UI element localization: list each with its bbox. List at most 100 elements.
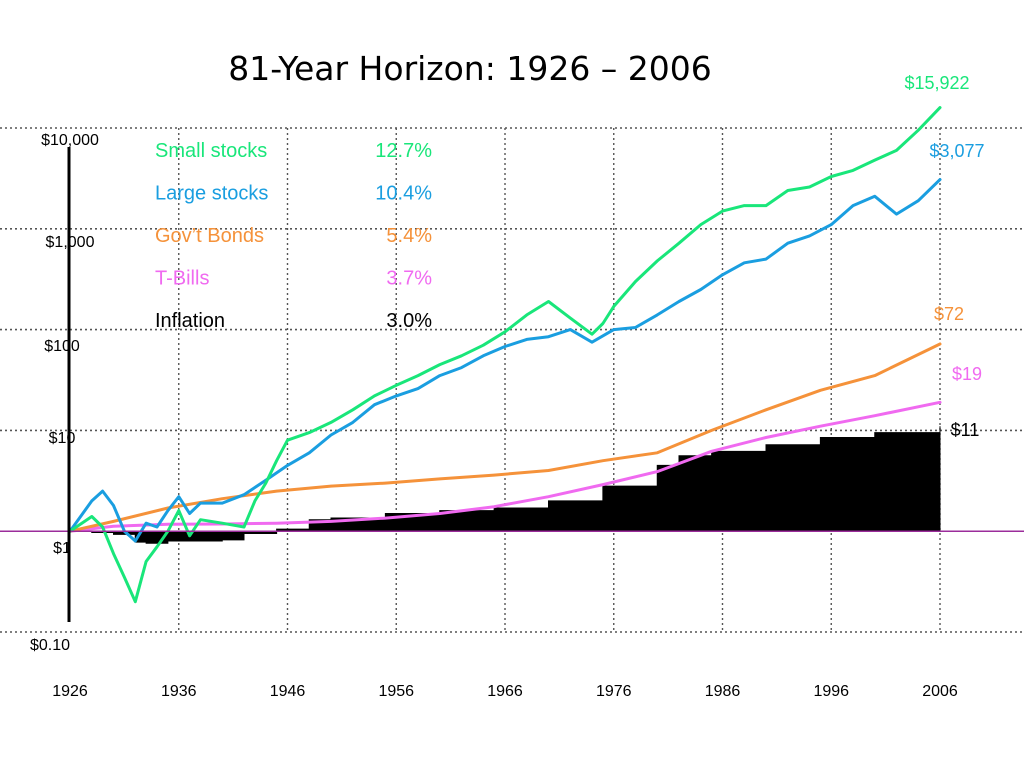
data-point-bonds — [819, 389, 822, 392]
data-point-small-stocks — [308, 431, 311, 434]
data-point-large-stocks — [917, 199, 920, 202]
data-point-small-stocks — [590, 333, 594, 336]
data-point-large-stocks — [134, 539, 137, 543]
data-point-small-stocks — [242, 525, 246, 529]
legend-label: Small stocks — [155, 140, 267, 162]
grid-lines — [0, 127, 1024, 633]
legend-label: Inflation — [155, 310, 225, 332]
data-point-large-stocks — [177, 495, 180, 498]
data-point-large-stocks — [438, 374, 441, 377]
data-point-bonds — [873, 374, 876, 377]
data-point-small-stocks — [830, 175, 833, 178]
data-point-large-stocks — [743, 261, 746, 264]
y-tick-label: $1,000 — [46, 234, 95, 251]
x-tick-label: 1986 — [705, 683, 741, 700]
data-point-large-stocks — [873, 195, 876, 198]
data-point-bonds — [764, 408, 768, 412]
data-point-small-stocks — [144, 560, 148, 563]
ending-value-large-stocks: $3,077 — [929, 141, 984, 161]
data-point-small-stocks — [416, 374, 420, 377]
data-point-small-stocks — [264, 481, 267, 485]
x-tick-label: 1926 — [52, 683, 88, 700]
data-point-bonds — [275, 489, 278, 493]
data-point-large-stocks — [721, 273, 724, 276]
data-point-tbills — [656, 470, 659, 473]
legend-rate: 3.0% — [386, 310, 432, 332]
data-point-large-stocks — [656, 313, 659, 317]
data-point-large-stocks — [329, 433, 333, 437]
data-point-tbills — [492, 505, 496, 508]
data-point-bonds — [938, 342, 942, 346]
series-line-large-stocks — [68, 178, 942, 543]
data-point-tbills — [438, 512, 441, 515]
data-point-tbills — [547, 495, 550, 498]
ending-value-labels: $15,922 $3,077 $72 $19 $11 — [904, 73, 984, 440]
data-point-small-stocks — [677, 241, 681, 245]
data-point-small-stocks — [199, 518, 202, 521]
y-tick-label: $10 — [49, 430, 76, 447]
data-point-small-stocks — [351, 408, 354, 412]
data-point-small-stocks — [503, 330, 507, 334]
data-point-bonds — [329, 484, 333, 488]
data-point-small-stocks — [851, 169, 855, 172]
data-point-large-stocks — [90, 499, 93, 503]
data-point-large-stocks — [460, 366, 463, 369]
data-point-bonds — [221, 497, 224, 500]
data-point-large-stocks — [677, 300, 681, 303]
data-point-small-stocks — [188, 534, 191, 538]
data-point-small-stocks — [547, 300, 550, 303]
data-point-tbills — [601, 483, 605, 486]
data-point-bonds — [438, 477, 441, 481]
legend-label: Large stocks — [155, 183, 268, 205]
data-point-tbills — [710, 450, 713, 453]
data-point-tbills — [764, 436, 768, 439]
data-point-large-stocks — [851, 204, 855, 207]
data-point-small-stocks — [482, 344, 485, 347]
y-tick-label: $1 — [53, 540, 71, 557]
data-point-small-stocks — [601, 322, 605, 325]
data-point-large-stocks — [373, 403, 376, 406]
data-point-large-stocks — [808, 234, 811, 238]
data-point-small-stocks — [895, 149, 898, 152]
legend-rate: 12.7% — [375, 140, 432, 162]
data-point-large-stocks — [286, 464, 289, 467]
chart-title: 81-Year Horizon: 1926 – 2006 — [228, 49, 712, 88]
tick-labels: $10,000 $1,000 $100 $10 $1 $0.10 1926 1936 1946 1… — [30, 132, 958, 700]
data-point-large-stocks — [525, 338, 528, 341]
data-point-small-stocks — [917, 129, 920, 132]
data-point-bonds — [710, 429, 713, 432]
data-point-small-stocks — [438, 363, 441, 366]
data-point-small-stocks — [634, 280, 637, 283]
data-point-large-stocks — [199, 501, 202, 505]
data-point-small-stocks — [873, 158, 876, 162]
data-point-large-stocks — [395, 394, 398, 398]
data-point-large-stocks — [112, 504, 115, 507]
x-tick-label: 1976 — [596, 683, 632, 700]
y-tick-label: $100 — [44, 338, 80, 355]
data-point-small-stocks — [525, 313, 528, 317]
axes — [0, 147, 1024, 622]
y-tick-label: $0.10 — [30, 637, 70, 654]
data-point-large-stocks — [764, 257, 768, 261]
data-point-tbills — [166, 523, 170, 526]
data-point-tbills — [938, 401, 942, 404]
x-tick-label: 1956 — [378, 683, 414, 700]
x-tick-label: 1966 — [487, 683, 523, 700]
data-point-tbills — [384, 516, 387, 520]
legend: Small stocks 12.7% Large stocks 10.4% Gov’t … — [155, 140, 432, 332]
data-point-large-stocks — [166, 509, 170, 512]
data-point-small-stocks — [395, 384, 398, 387]
data-point-small-stocks — [253, 499, 257, 503]
x-tick-label: 1996 — [813, 683, 849, 700]
data-point-large-stocks — [503, 345, 507, 348]
data-point-large-stocks — [895, 212, 898, 216]
data-point-small-stocks — [786, 189, 789, 192]
data-point-small-stocks — [612, 305, 615, 308]
data-point-bonds — [656, 451, 659, 454]
data-point-large-stocks — [699, 288, 702, 291]
data-point-bonds — [112, 520, 115, 523]
data-point-small-stocks — [699, 223, 702, 226]
data-point-small-stocks — [329, 421, 333, 424]
ending-value-small-stocks: $15,922 — [904, 73, 969, 93]
